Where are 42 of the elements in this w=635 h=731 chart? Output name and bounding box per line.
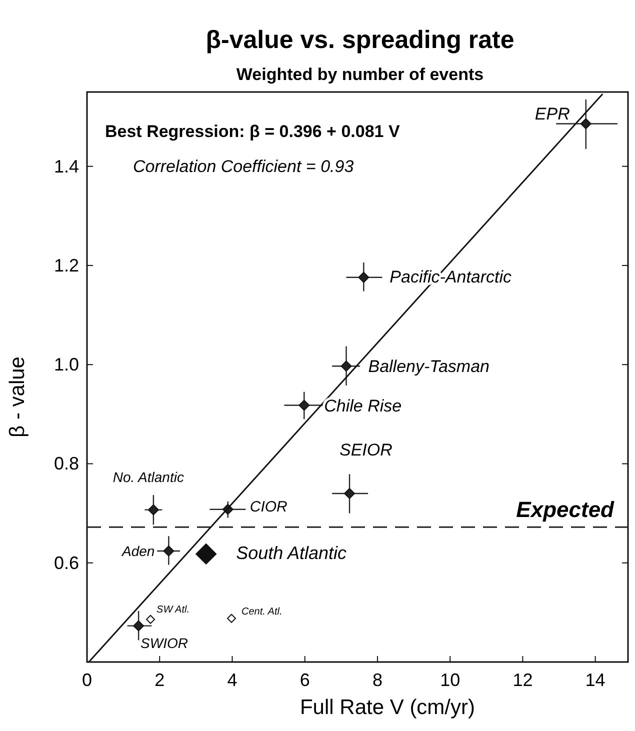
annotation: CIOR xyxy=(250,498,288,516)
point xyxy=(358,272,370,283)
point xyxy=(344,488,356,499)
annotation: Best Regression: β = 0.396 + 0.081 V xyxy=(105,122,400,141)
point xyxy=(227,614,236,623)
y-axis-title: β - value xyxy=(6,356,29,438)
x-tick-label: 4 xyxy=(227,670,238,690)
y-tick-label: 1.4 xyxy=(54,156,79,176)
annotation: No. Atlantic xyxy=(112,468,184,485)
chart-subtitle: Weighted by number of events xyxy=(236,65,484,84)
y-tick-label: 0.8 xyxy=(54,454,79,474)
x-tick-label: 8 xyxy=(372,670,382,690)
annotation: SEIOR xyxy=(340,440,392,460)
x-tick-label: 0 xyxy=(82,670,92,690)
annotation: Chile Rise xyxy=(324,396,402,416)
x-tick-label: 2 xyxy=(154,670,165,690)
x-tick-label: 14 xyxy=(585,670,606,690)
point xyxy=(146,614,156,624)
x-tick-label: 12 xyxy=(512,670,533,690)
annotation: Correlation Coefficient = 0.93 xyxy=(133,157,354,176)
annotation: EPR xyxy=(534,104,570,124)
point xyxy=(148,504,159,516)
annotation: SW Atl. xyxy=(156,604,190,616)
annotation: Cent. Atl. xyxy=(242,606,282,618)
annotation: South Atlantic xyxy=(236,542,346,563)
point xyxy=(298,400,310,411)
point xyxy=(580,118,592,130)
point xyxy=(133,620,144,632)
annotation: Aden xyxy=(120,542,155,559)
point xyxy=(340,360,352,372)
x-tick-label: 10 xyxy=(440,670,460,690)
y-tick-label: 1.0 xyxy=(54,354,79,375)
annotation: SWIOR xyxy=(140,634,188,651)
chart-title: β-value vs. spreading rate xyxy=(206,26,514,54)
annotation: Balleny-Tasman xyxy=(368,357,490,376)
ref-line-label: Expected xyxy=(516,497,615,522)
y-tick-label: 0.6 xyxy=(54,552,79,573)
point xyxy=(163,545,174,556)
x-tick-label: 6 xyxy=(300,670,310,690)
x-axis-title: Full Rate V (cm/yr) xyxy=(300,696,476,719)
point xyxy=(196,543,217,564)
y-tick-label: 1.2 xyxy=(54,255,79,276)
